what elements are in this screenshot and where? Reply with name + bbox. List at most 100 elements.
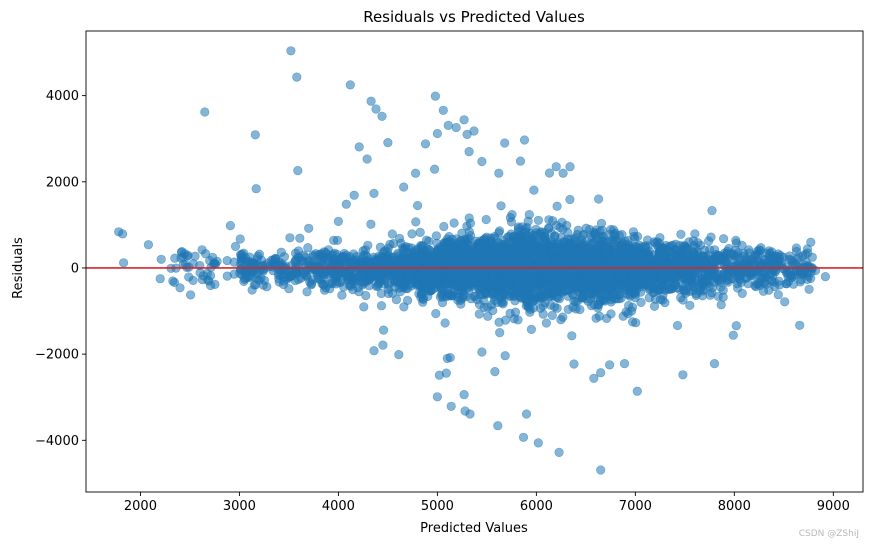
data-point bbox=[762, 248, 772, 258]
data-point bbox=[657, 271, 667, 282]
data-point bbox=[479, 247, 490, 257]
data-point bbox=[422, 244, 433, 254]
data-point bbox=[506, 238, 517, 248]
data-point bbox=[438, 105, 448, 115]
data-point bbox=[533, 215, 544, 225]
data-point bbox=[253, 251, 263, 261]
data-point bbox=[506, 217, 517, 227]
data-point bbox=[320, 247, 331, 258]
data-point bbox=[744, 245, 754, 255]
data-point bbox=[461, 291, 471, 302]
data-point bbox=[383, 271, 394, 281]
data-point bbox=[431, 231, 442, 241]
data-point bbox=[371, 104, 381, 114]
data-point bbox=[515, 156, 526, 166]
data-point bbox=[440, 318, 450, 328]
data-point bbox=[432, 128, 443, 139]
data-point bbox=[784, 251, 795, 261]
data-point bbox=[571, 304, 581, 314]
data-point bbox=[447, 290, 457, 300]
data-point bbox=[295, 233, 305, 243]
data-point bbox=[441, 368, 451, 378]
data-point bbox=[293, 166, 303, 176]
data-point bbox=[685, 257, 695, 268]
data-point bbox=[521, 296, 532, 306]
data-point bbox=[520, 271, 530, 281]
data-point bbox=[285, 233, 295, 243]
data-point bbox=[773, 249, 783, 259]
data-point bbox=[449, 218, 459, 228]
data-point bbox=[366, 96, 376, 106]
data-point bbox=[465, 409, 475, 419]
data-point bbox=[430, 91, 441, 101]
data-point bbox=[436, 290, 447, 300]
data-point bbox=[204, 276, 214, 286]
data-point bbox=[654, 285, 664, 295]
data-point bbox=[565, 240, 576, 250]
data-point bbox=[699, 278, 709, 288]
data-point bbox=[423, 284, 433, 294]
data-point bbox=[707, 206, 717, 216]
data-point bbox=[579, 250, 589, 260]
data-point bbox=[378, 340, 388, 350]
data-point bbox=[186, 290, 196, 300]
data-point bbox=[156, 254, 166, 264]
data-point bbox=[703, 236, 714, 246]
data-point bbox=[554, 447, 564, 458]
data-point bbox=[474, 299, 485, 310]
data-point bbox=[494, 317, 504, 327]
data-point bbox=[459, 115, 469, 125]
data-point bbox=[410, 261, 420, 271]
data-point bbox=[414, 271, 424, 281]
data-point bbox=[558, 224, 568, 234]
data-point bbox=[627, 273, 638, 283]
data-point bbox=[354, 271, 364, 281]
data-point bbox=[614, 271, 624, 281]
data-point bbox=[450, 242, 460, 253]
data-point bbox=[699, 256, 710, 266]
data-point bbox=[460, 262, 470, 272]
data-point bbox=[239, 248, 249, 258]
data-point bbox=[500, 138, 510, 148]
data-point bbox=[596, 465, 606, 475]
y-tick-label: −4000 bbox=[35, 434, 79, 449]
data-point bbox=[362, 154, 372, 164]
data-point bbox=[391, 295, 402, 305]
data-point bbox=[756, 262, 766, 272]
data-point bbox=[678, 370, 688, 380]
data-point bbox=[518, 432, 529, 442]
data-point bbox=[443, 120, 453, 130]
data-point bbox=[731, 321, 741, 331]
data-point bbox=[366, 219, 376, 229]
data-point bbox=[500, 243, 510, 254]
data-point bbox=[693, 238, 703, 248]
x-tick-label: 9000 bbox=[817, 499, 850, 514]
data-point bbox=[369, 188, 379, 198]
data-point bbox=[363, 240, 373, 250]
data-point bbox=[432, 392, 443, 402]
data-point bbox=[570, 233, 581, 243]
data-point bbox=[804, 284, 814, 294]
data-point bbox=[556, 269, 566, 279]
data-point bbox=[348, 276, 358, 286]
data-point bbox=[697, 291, 708, 301]
y-axis: −4000 −2000 0 2000 4000 bbox=[35, 89, 86, 449]
data-point bbox=[525, 289, 535, 299]
data-point bbox=[477, 347, 487, 357]
data-point bbox=[399, 182, 409, 192]
data-point bbox=[569, 359, 579, 369]
data-point bbox=[545, 238, 555, 248]
x-tick-label: 6000 bbox=[520, 499, 553, 514]
data-point bbox=[644, 253, 654, 263]
data-point bbox=[349, 190, 359, 200]
data-point bbox=[451, 122, 461, 133]
data-point bbox=[678, 241, 689, 251]
data-point bbox=[463, 249, 473, 259]
data-point bbox=[302, 287, 312, 297]
data-point bbox=[741, 255, 751, 265]
data-point bbox=[653, 260, 663, 270]
data-point bbox=[629, 287, 640, 298]
data-point bbox=[392, 276, 402, 286]
data-point bbox=[369, 346, 379, 356]
